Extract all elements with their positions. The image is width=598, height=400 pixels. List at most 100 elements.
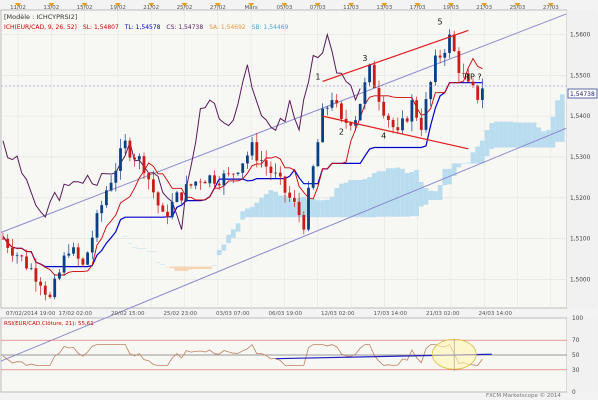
- date-marker-icon: [381, 3, 388, 7]
- top-date-label: 21/03: [476, 5, 492, 11]
- candle-body: [387, 115, 390, 121]
- wave-label: RP ?: [464, 72, 481, 81]
- top-date-label: 13/03: [376, 5, 392, 11]
- rsi-panel: 100 70 50 30 0: [1, 316, 583, 396]
- channel-lower-line: [0, 127, 567, 362]
- kumo-segment: [404, 173, 410, 217]
- legend-tl: TL: 1,54578: [124, 24, 161, 31]
- kumo-segment: [193, 266, 199, 270]
- kumo-segment: [315, 200, 321, 218]
- kumo-segment: [371, 173, 377, 218]
- kumo-segment: [132, 247, 137, 248]
- candle-body: [86, 252, 89, 265]
- kumo-segment: [273, 191, 278, 218]
- kumo-cloud: [122, 94, 565, 271]
- top-date-label: 19/03: [443, 5, 459, 11]
- mode-label: [Modèle : ICHCYPRSI2]: [4, 13, 77, 21]
- candle-body: [363, 82, 367, 104]
- kumo-segment: [183, 266, 189, 271]
- kumo-segment: [277, 195, 283, 218]
- kumo-segment: [508, 121, 513, 148]
- candle-body: [391, 120, 395, 128]
- kumo-segment: [259, 197, 264, 218]
- kumo-segment: [465, 162, 471, 164]
- candle-body: [424, 99, 428, 130]
- top-date-label: 17/03: [410, 5, 426, 11]
- date-marker-icon: [348, 3, 354, 7]
- kumo-segment: [179, 266, 184, 271]
- rsi-tick-label: 0: [572, 390, 576, 396]
- candle-body: [184, 184, 188, 201]
- kumo-segment: [207, 266, 213, 269]
- date-marker-icon: [447, 3, 454, 7]
- candle-body: [269, 166, 273, 174]
- kumo-segment: [282, 195, 288, 218]
- candle-body: [114, 170, 118, 183]
- kumo-segment: [433, 191, 438, 200]
- candle-body: [457, 51, 461, 74]
- kumo-segment: [310, 198, 316, 218]
- kumo-segment: [531, 122, 537, 148]
- kumo-segment: [230, 229, 236, 238]
- candle-body: [231, 173, 235, 175]
- candle-body: [330, 100, 334, 108]
- date-marker-icon: [214, 3, 221, 7]
- candle-body: [180, 192, 183, 201]
- kumo-segment: [268, 190, 274, 218]
- wave-label: 3: [362, 54, 367, 63]
- grid: [1, 10, 567, 308]
- rsi-tick-label: 70: [572, 338, 580, 344]
- date-marker-icon: [81, 3, 88, 7]
- kumo-segment: [155, 262, 161, 263]
- channel-upper-line: [0, 13, 567, 233]
- wave-label: 1: [315, 72, 320, 81]
- kumo-segment: [235, 223, 241, 232]
- kumo-segment: [522, 122, 528, 148]
- candle-body: [11, 247, 14, 256]
- candle-body: [100, 205, 104, 214]
- top-date-label: 15/02: [77, 5, 93, 11]
- kumo-segment: [202, 266, 208, 270]
- bottom-time-axis: 07/02/2014 19:00 17/02 02:00 20/02 15:00 25…: [6, 311, 512, 317]
- watermark: FXCM Marketscope © 2014: [486, 392, 561, 399]
- kumo-segment: [428, 190, 434, 200]
- top-date-label: 19/02: [110, 5, 126, 11]
- candle-body: [62, 255, 66, 273]
- kumo-segment: [198, 266, 203, 270]
- kumo-segment: [249, 206, 255, 218]
- candle-body: [166, 211, 169, 218]
- kumo-segment: [362, 179, 368, 218]
- bottom-time-label: 12/03 02:00: [321, 311, 355, 317]
- top-date-label: Mars: [244, 5, 257, 11]
- kumo-segment: [357, 180, 363, 218]
- candle-body: [278, 172, 282, 177]
- kumo-segment: [334, 188, 340, 218]
- price-tick-label: 1,5200: [570, 196, 591, 202]
- candle-body: [288, 192, 292, 198]
- candle-body: [443, 52, 447, 58]
- candle-body: [349, 122, 353, 126]
- kumo-segment: [480, 140, 485, 164]
- kumo-segment: [151, 251, 156, 253]
- kumo-segment: [498, 121, 504, 148]
- legend-sb: SB: 1,54469: [252, 24, 289, 31]
- candle-body: [147, 173, 151, 180]
- kumo-segment: [541, 131, 546, 148]
- candle-body: [152, 179, 155, 193]
- wave-label: 5: [438, 17, 443, 26]
- candle-body: [250, 142, 254, 156]
- kumo-segment: [376, 171, 382, 217]
- candle-body: [6, 238, 10, 248]
- candle-body: [236, 172, 240, 174]
- kumo-segment: [141, 248, 147, 249]
- candle-body: [448, 34, 451, 53]
- candle-body: [34, 268, 38, 282]
- kumo-segment: [451, 163, 457, 176]
- kumo-segment: [165, 266, 170, 268]
- candle-body: [302, 215, 306, 230]
- kumo-segment: [527, 122, 532, 148]
- candle-body: [283, 176, 287, 193]
- legend-cs: CS: 1,54738: [166, 24, 203, 31]
